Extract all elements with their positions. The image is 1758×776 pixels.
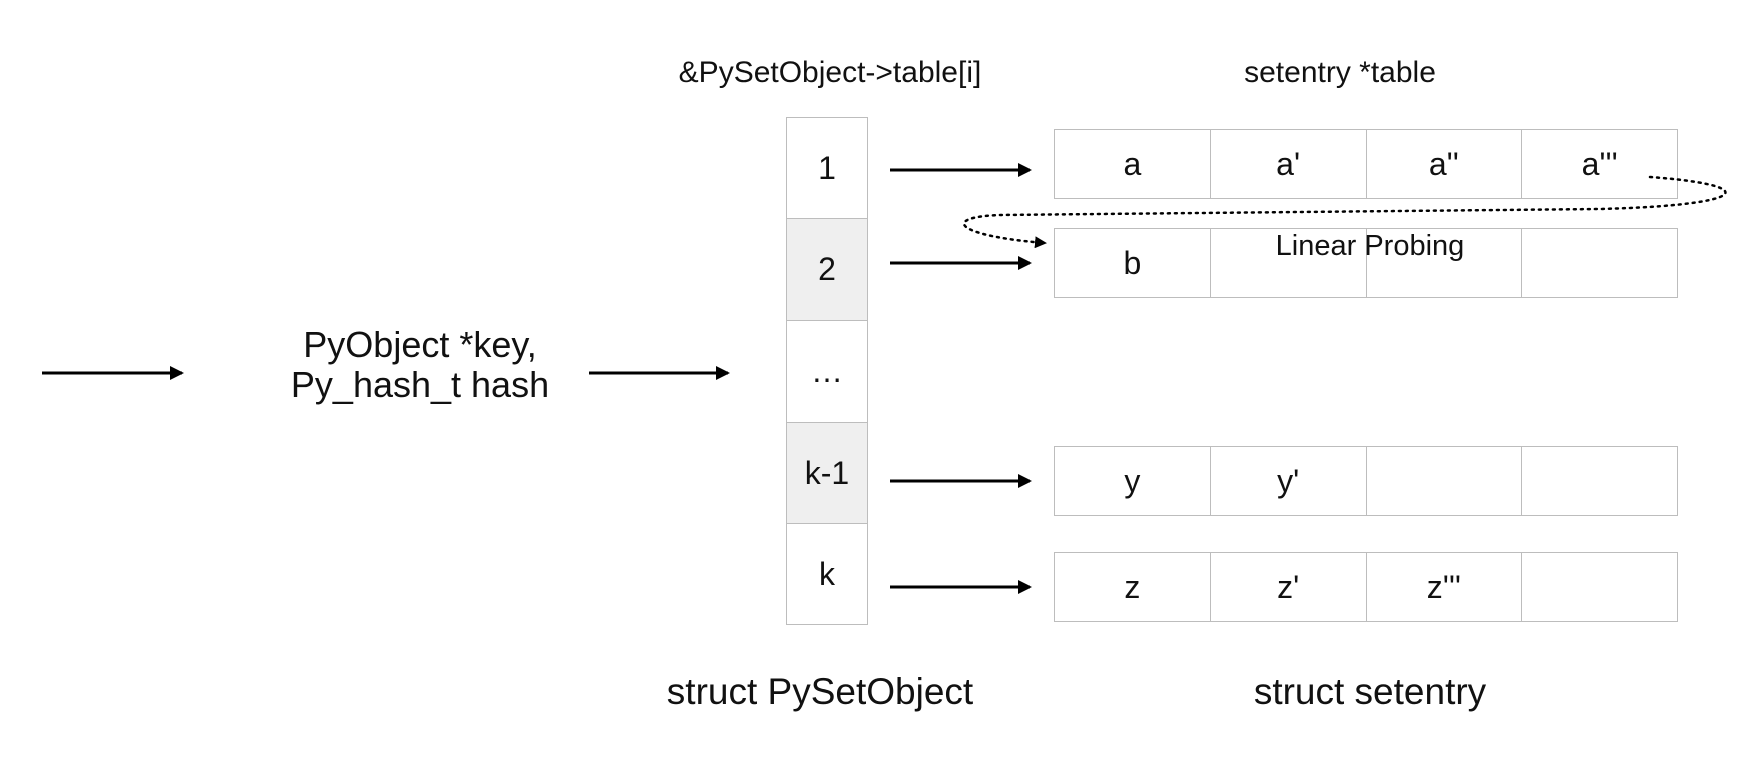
index-cell: k (786, 524, 868, 625)
entry-cell (1521, 447, 1677, 515)
entry-cell: a''' (1521, 130, 1677, 198)
entry-table-title: setentry *table (1244, 56, 1436, 89)
entry-cell (1521, 229, 1677, 297)
entry-cell (1365, 229, 1522, 297)
entry-cell: a (1123, 145, 1142, 182)
entry-cell: z (1124, 568, 1141, 605)
entry-cell (1209, 229, 1366, 297)
key-label-line1: PyObject *key, (303, 324, 537, 365)
entry-cell (1521, 553, 1677, 621)
index-cell: 1 (786, 117, 868, 219)
index-cell-label: k-1 (804, 454, 850, 491)
index-cell: 2 (786, 219, 868, 321)
index-struct-label: struct PySetObject (666, 671, 974, 712)
key-label-line2: Py_hash_t hash (290, 364, 550, 405)
entry-row: z z' z''' (1054, 552, 1678, 622)
index-cell-label: 1 (818, 149, 836, 186)
entry-row: a a' a'' a''' (1054, 129, 1678, 199)
entry-struct-label: struct setentry (1253, 671, 1487, 712)
index-cell: … (786, 321, 868, 423)
index-table-title: &PySetObject->table[i] (678, 56, 982, 89)
index-cell-label: k (819, 555, 835, 592)
entry-cell: y (1124, 462, 1141, 499)
index-cell-label: 2 (818, 251, 836, 287)
index-cell: k-1 (786, 423, 868, 524)
index-cell-label: … (811, 353, 843, 389)
entry-cell: y' (1209, 447, 1366, 515)
entry-cell (1365, 447, 1522, 515)
key-hash-label: PyObject *key, Py_hash_t hash (220, 325, 620, 405)
entry-row: y y' (1054, 446, 1678, 516)
entry-cell: z''' (1365, 553, 1522, 621)
index-table: 1 2 … k-1 k (786, 117, 868, 625)
entry-cell: z' (1209, 553, 1366, 621)
linear-probing-label: Linear Probing (1275, 230, 1465, 262)
entry-row: b (1054, 228, 1678, 298)
entry-cell: b (1123, 244, 1142, 281)
entry-cell: a' (1209, 130, 1366, 198)
linear-probing-path (962, 175, 1727, 249)
entry-cell: a'' (1365, 130, 1522, 198)
